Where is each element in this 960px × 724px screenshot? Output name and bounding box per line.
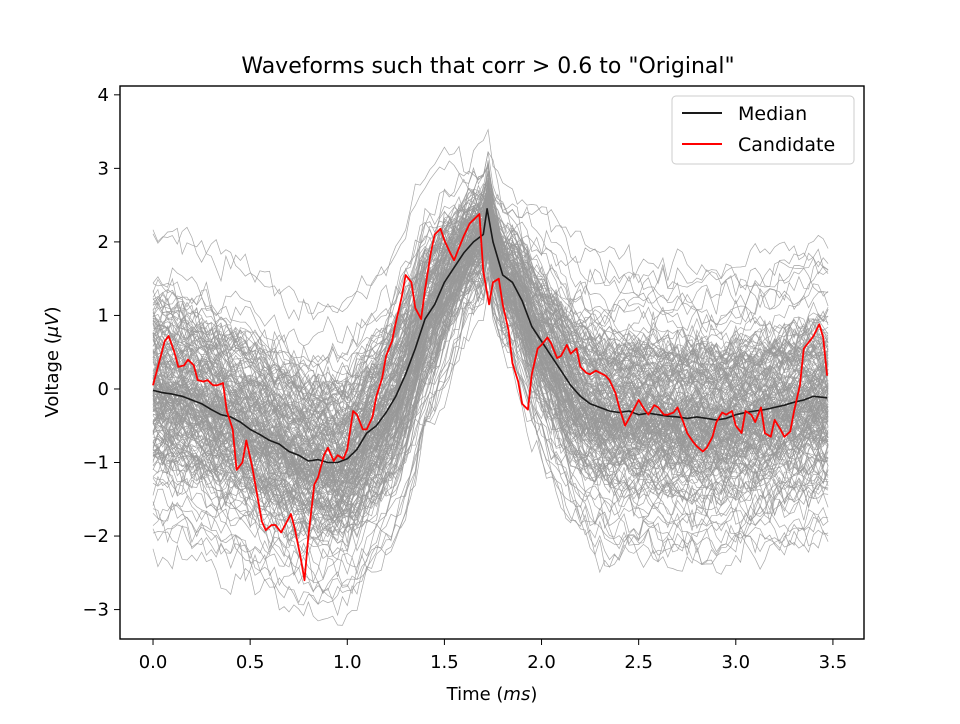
y-tick-label: 4 xyxy=(98,85,109,106)
y-tick-label: −3 xyxy=(82,600,109,621)
chart-title: Waveforms such that corr > 0.6 to "Origi… xyxy=(241,54,734,79)
background-waveform xyxy=(152,253,829,560)
plot-area-frame xyxy=(119,85,865,640)
x-tick-label: 1.0 xyxy=(333,652,362,673)
background-waveform xyxy=(152,128,829,322)
background-waveform xyxy=(152,233,829,498)
background-waveform xyxy=(152,171,829,366)
background-waveform xyxy=(152,194,829,426)
x-tick-label: 2.0 xyxy=(527,652,556,673)
x-axis: 0.0 0.5 1.0 1.5 2.0 2.5 3.0 3.5 xyxy=(139,639,848,673)
y-tick-label: −2 xyxy=(82,526,109,547)
x-tick-label: 0.5 xyxy=(236,652,265,673)
background-waveform xyxy=(152,151,829,321)
y-tick-label: 2 xyxy=(98,232,109,253)
legend-label-median: Median xyxy=(738,103,807,125)
y-tick-label: −1 xyxy=(82,453,109,474)
y-axis-label-prefix: Voltage ( xyxy=(42,337,63,417)
background-waveform xyxy=(152,240,829,526)
x-tick-label: 0.0 xyxy=(139,652,168,673)
background-waveform xyxy=(152,204,829,443)
y-axis-label-unit: μV xyxy=(42,312,63,338)
x-tick-label: 3.0 xyxy=(721,652,750,673)
legend-label-candidate: Candidate xyxy=(738,134,835,156)
background-waveform xyxy=(152,184,829,378)
series-layer xyxy=(152,208,828,582)
background-waveform xyxy=(152,199,829,470)
background-waveform xyxy=(152,291,829,626)
x-tick-label: 1.5 xyxy=(430,652,459,673)
background-waveform xyxy=(152,181,829,405)
y-tick-label: 1 xyxy=(98,305,109,326)
y-axis-label-suffix: ) xyxy=(42,306,63,313)
x-axis-label: Time (ms) xyxy=(446,684,538,705)
background-waveform xyxy=(152,230,829,483)
background-waveform xyxy=(152,150,829,371)
x-axis-label-prefix: Time ( xyxy=(446,684,504,705)
y-tick-label: 0 xyxy=(98,379,109,400)
background-waveform xyxy=(152,229,829,478)
y-axis: −3 −2 −1 0 1 2 3 4 xyxy=(82,85,120,621)
series-line-median xyxy=(152,208,828,464)
x-tick-label: 2.5 xyxy=(624,652,653,673)
background-waveform xyxy=(152,249,829,529)
background-waveform xyxy=(152,226,829,496)
x-axis-label-unit: ms xyxy=(503,684,530,705)
legend: Median Candidate xyxy=(671,95,855,165)
series-line-candidate xyxy=(152,213,828,582)
x-tick-label: 3.5 xyxy=(819,652,848,673)
background-waveform xyxy=(152,222,829,522)
x-axis-label-suffix: ) xyxy=(530,684,537,705)
y-tick-label: 3 xyxy=(98,158,109,179)
background-waveform xyxy=(152,250,829,583)
background-waveform xyxy=(152,177,829,439)
y-axis-label: Voltage (μV) xyxy=(42,306,63,417)
